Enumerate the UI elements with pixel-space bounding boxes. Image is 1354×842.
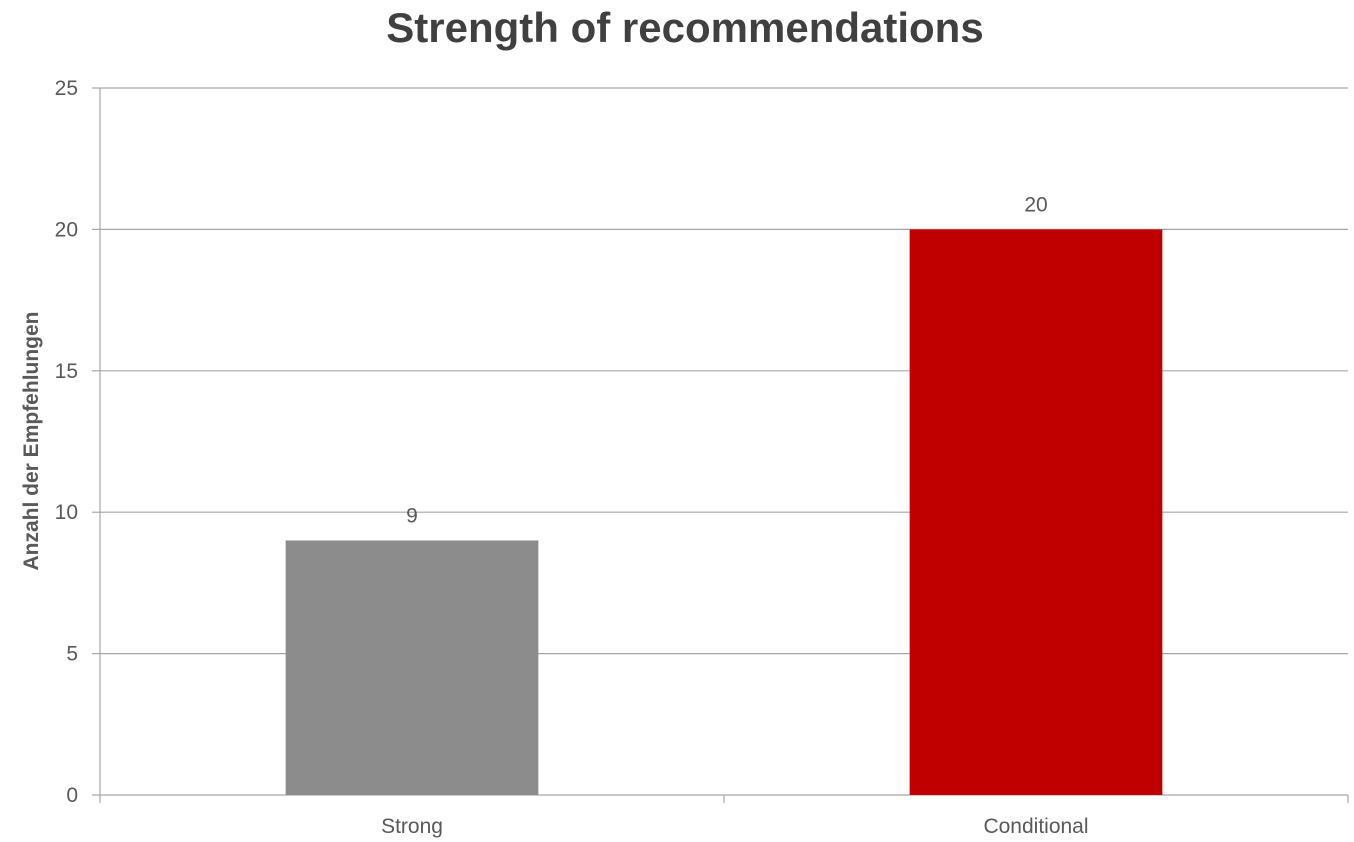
data-labels: 9 20 — [406, 193, 1048, 527]
bar-conditional — [909, 229, 1163, 795]
y-tick-label: 10 — [55, 501, 78, 524]
data-label: 20 — [1024, 193, 1047, 216]
bars — [285, 229, 1163, 795]
bar-strong — [285, 540, 539, 795]
y-tick-label: 0 — [66, 784, 78, 807]
y-tick-label: 5 — [66, 643, 78, 666]
y-axis-title: Anzahl der Empfehlungen — [20, 311, 43, 570]
x-tick-label: Conditional — [983, 815, 1088, 838]
data-label: 9 — [406, 504, 418, 527]
x-tick-labels: Strong Conditional — [381, 815, 1088, 838]
chart-title: Strength of recommendations — [386, 4, 983, 51]
y-tick-label: 20 — [55, 218, 78, 241]
y-tick-label: 25 — [55, 77, 78, 100]
x-tick-label: Strong — [381, 815, 443, 838]
y-tick-labels: 0 5 10 15 20 25 — [55, 77, 78, 807]
y-tick-label: 15 — [55, 360, 78, 383]
